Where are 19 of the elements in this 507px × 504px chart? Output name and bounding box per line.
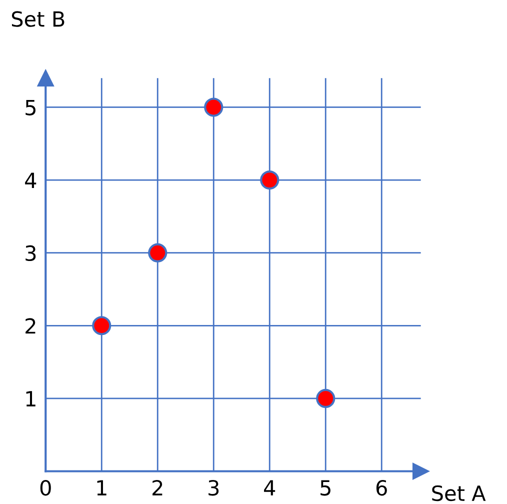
point <box>204 98 224 117</box>
y-tick-label: 4 <box>25 172 36 188</box>
x-axis-title: Set A <box>432 485 486 502</box>
point <box>316 388 336 408</box>
y-tick-label: 5 <box>26 100 36 116</box>
y-tick-label: 1 <box>26 391 36 406</box>
y-axis-title: Set B <box>12 11 64 27</box>
y-tick-label: 2 <box>26 318 36 334</box>
x-tick-label: 4 <box>264 480 276 496</box>
x-tick-label: 2 <box>152 480 162 496</box>
x-tick-label: 6 <box>376 480 387 496</box>
x-tick-label: 5 <box>320 480 330 496</box>
x-tick-label: 1 <box>97 480 106 496</box>
point <box>92 316 112 336</box>
x-tick-label: 0 <box>40 480 51 496</box>
point <box>148 243 168 262</box>
point <box>260 170 280 190</box>
x-tick-label: 3 <box>208 480 219 496</box>
y-tick-label: 3 <box>26 245 36 262</box>
